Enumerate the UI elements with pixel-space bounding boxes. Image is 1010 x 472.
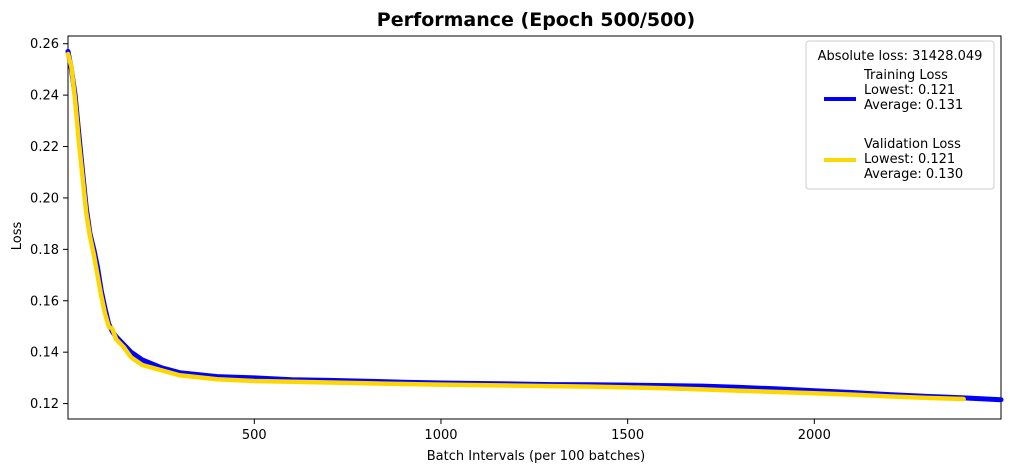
legend-validation-name: Validation Loss (864, 137, 961, 152)
plot-area (65, 35, 1004, 420)
y-tick-label: 0.16 (30, 294, 59, 309)
y-axis-title: Loss (10, 222, 25, 251)
chart-title: Performance (Epoch 500/500) (377, 9, 695, 31)
y-tick-label: 0.20 (30, 191, 59, 206)
y-tick-label: 0.24 (30, 89, 59, 104)
legend-box (805, 40, 995, 190)
x-axis-ticks: 500 1000 1500 2000 (242, 419, 831, 443)
x-tick-label: 500 (242, 428, 267, 443)
x-tick-label: 1000 (424, 428, 457, 443)
series-layer (65, 48, 1004, 403)
y-axis-ticks: 0.12 0.14 0.16 0.18 0.20 0.22 0.24 0.26 (30, 37, 68, 412)
legend-training-lowest: Lowest: 0.121 (864, 83, 955, 98)
legend: Absolute loss: 31428.049 Training Loss L… (805, 40, 995, 190)
validation-loss-line (65, 51, 966, 402)
y-tick-label: 0.26 (30, 37, 59, 52)
legend-validation-lowest: Lowest: 0.121 (864, 152, 955, 167)
legend-training-average: Average: 0.131 (864, 98, 963, 113)
y-tick-label: 0.18 (30, 243, 59, 258)
y-tick-label: 0.22 (30, 140, 59, 155)
x-tick-label: 2000 (798, 428, 831, 443)
x-axis-title: Batch Intervals (per 100 batches) (427, 449, 645, 464)
legend-title: Absolute loss: 31428.049 (818, 49, 983, 64)
legend-training-name: Training Loss (863, 68, 948, 83)
y-tick-label: 0.12 (30, 397, 59, 412)
plot-frame (67, 35, 1002, 420)
y-tick-label: 0.14 (30, 346, 59, 361)
x-tick-label: 1500 (611, 428, 644, 443)
legend-validation-average: Average: 0.130 (864, 167, 963, 182)
